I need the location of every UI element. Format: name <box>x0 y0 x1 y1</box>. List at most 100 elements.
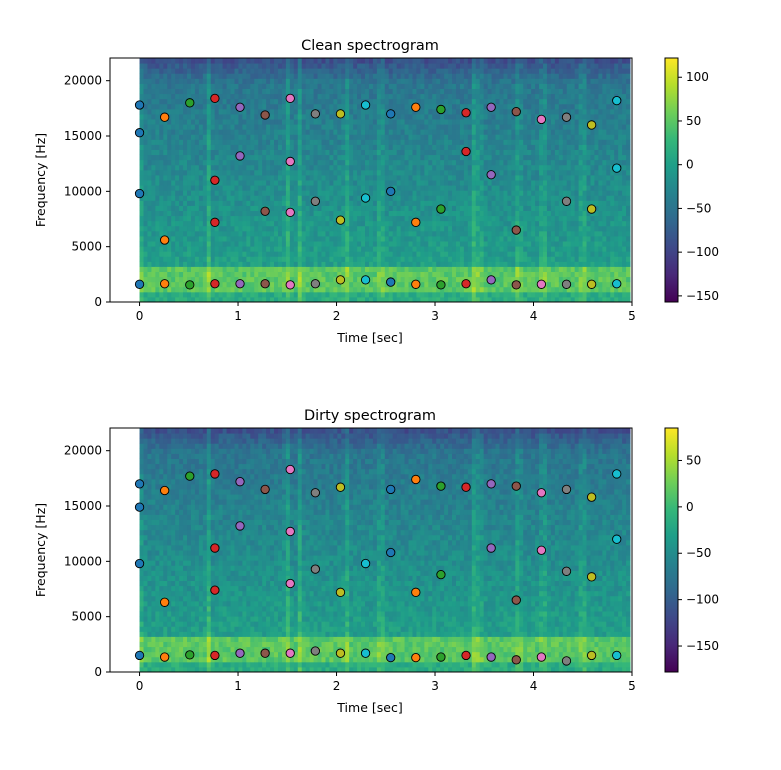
chart-title: Dirty spectrogram <box>304 408 436 424</box>
peak-marker <box>562 567 570 575</box>
peak-marker <box>160 653 168 661</box>
peak-marker <box>160 486 168 494</box>
peak-marker <box>135 503 143 511</box>
peak-marker <box>160 113 168 121</box>
peak-marker <box>336 483 344 491</box>
x-tick-label: 2 <box>333 679 341 693</box>
peak-marker <box>160 236 168 244</box>
peak-marker <box>261 280 269 288</box>
peak-marker <box>512 596 520 604</box>
peak-marker <box>311 565 319 573</box>
peak-marker <box>286 281 294 289</box>
peak-marker <box>412 280 420 288</box>
peak-marker <box>286 527 294 535</box>
peak-marker <box>412 218 420 226</box>
peak-marker <box>311 489 319 497</box>
y-tick-label: 5000 <box>71 240 102 254</box>
peak-marker <box>562 280 570 288</box>
peak-marker <box>211 218 219 226</box>
peak-marker <box>286 579 294 587</box>
peak-marker <box>336 649 344 657</box>
peak-marker <box>387 548 395 556</box>
peak-marker <box>311 280 319 288</box>
peak-marker <box>537 280 545 288</box>
y-tick-label: 0 <box>94 295 102 309</box>
peak-marker <box>160 598 168 606</box>
colorbar-tick-label: 50 <box>686 114 701 128</box>
x-tick-label: 3 <box>431 309 439 323</box>
peak-marker <box>487 171 495 179</box>
peak-marker <box>211 280 219 288</box>
peak-marker <box>135 189 143 197</box>
peak-marker <box>311 647 319 655</box>
peak-marker <box>512 656 520 664</box>
colorbar-tick-label: 0 <box>686 500 694 514</box>
colorbar-tick-label: −100 <box>686 593 719 607</box>
colorbar-tick-label: −150 <box>686 639 719 653</box>
peak-marker <box>562 485 570 493</box>
colorbar-tick-label: −50 <box>686 546 711 560</box>
y-tick-label: 10000 <box>64 184 102 198</box>
peak-marker <box>336 110 344 118</box>
peak-marker <box>487 480 495 488</box>
peak-marker <box>361 649 369 657</box>
x-tick-label: 4 <box>530 679 538 693</box>
peak-marker <box>387 187 395 195</box>
peak-marker <box>613 280 621 288</box>
peak-marker <box>462 109 470 117</box>
x-axis-label: Time [sec] <box>336 700 402 715</box>
peak-marker <box>462 483 470 491</box>
peak-marker <box>361 276 369 284</box>
peak-marker <box>412 475 420 483</box>
x-tick-label: 5 <box>628 679 636 693</box>
y-tick-label: 10000 <box>64 554 102 568</box>
peak-marker <box>261 485 269 493</box>
peak-marker <box>211 470 219 478</box>
peak-marker <box>135 651 143 659</box>
peak-marker <box>537 653 545 661</box>
x-tick-label: 2 <box>333 309 341 323</box>
y-tick-label: 5000 <box>71 610 102 624</box>
y-tick-label: 15000 <box>64 129 102 143</box>
peak-marker <box>412 588 420 596</box>
peak-marker <box>487 653 495 661</box>
peak-marker <box>487 276 495 284</box>
peak-marker <box>587 573 595 581</box>
peak-marker <box>286 649 294 657</box>
peak-marker <box>587 205 595 213</box>
peak-marker <box>135 480 143 488</box>
peak-marker <box>211 586 219 594</box>
peak-marker <box>562 113 570 121</box>
peak-marker <box>336 588 344 596</box>
peak-marker <box>336 276 344 284</box>
peak-marker <box>211 94 219 102</box>
peak-marker <box>286 465 294 473</box>
x-tick-label: 4 <box>530 309 538 323</box>
peak-marker <box>135 128 143 136</box>
y-axis-label: Frequency [Hz] <box>33 503 48 597</box>
peak-marker <box>135 101 143 109</box>
peak-marker <box>135 559 143 567</box>
peak-marker <box>211 176 219 184</box>
y-tick-label: 20000 <box>64 444 102 458</box>
peak-marker <box>562 657 570 665</box>
peak-marker <box>236 522 244 530</box>
peak-marker <box>512 226 520 234</box>
colorbar-ticks: 500−50−100−150 <box>678 453 719 653</box>
colorbar-tick-label: −150 <box>686 289 719 303</box>
peak-marker <box>437 482 445 490</box>
peak-marker <box>412 653 420 661</box>
peak-marker <box>437 653 445 661</box>
peak-marker <box>487 103 495 111</box>
peak-marker <box>437 281 445 289</box>
peak-marker <box>236 280 244 288</box>
peak-marker <box>512 281 520 289</box>
colorbar-tick-label: 0 <box>686 158 694 172</box>
peak-marker <box>186 99 194 107</box>
peak-marker <box>613 651 621 659</box>
peak-marker <box>587 651 595 659</box>
peak-marker <box>261 111 269 119</box>
